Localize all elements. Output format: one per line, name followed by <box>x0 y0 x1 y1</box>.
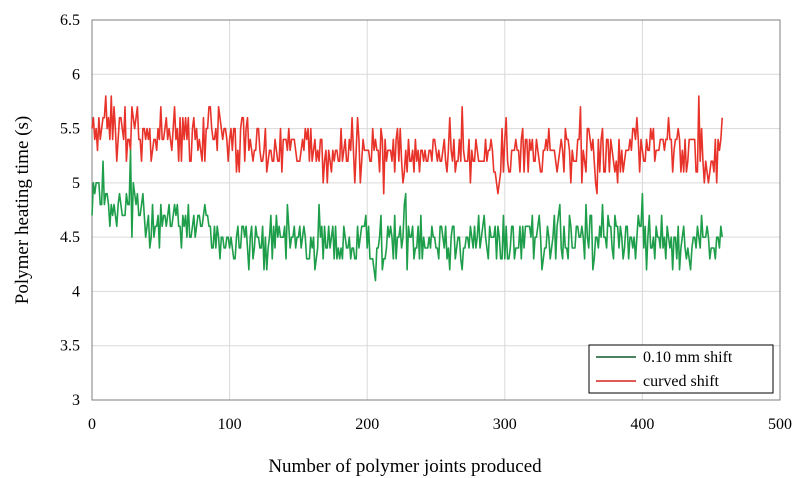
x-tick-label: 400 <box>630 416 654 433</box>
y-tick-label: 4.5 <box>60 229 80 246</box>
legend: 0.10 mm shift curved shift <box>588 344 774 394</box>
y-tick-label: 3.5 <box>60 338 80 355</box>
y-tick-label: 5.5 <box>60 121 80 138</box>
y-tick-labels: 3 3.5 4 4.5 5 5.5 6 6.5 <box>60 12 80 409</box>
x-axis-title: Number of polymer joints produced <box>268 456 542 477</box>
series-layer <box>91 95 724 282</box>
series-line-curved-shift <box>91 95 724 195</box>
x-tick-label: 500 <box>768 416 792 433</box>
y-tick-label: 3 <box>72 392 80 409</box>
y-tick-label: 4 <box>72 283 80 300</box>
legend-box <box>588 344 774 394</box>
y-tick-label: 6 <box>72 66 80 83</box>
y-tick-label: 5 <box>72 175 80 192</box>
plot-area-border <box>91 19 781 401</box>
x-tick-label: 200 <box>355 416 379 433</box>
series-line-0-10-mm-shift <box>91 149 724 282</box>
grid <box>92 20 780 400</box>
legend-label-curved-shift: curved shift <box>643 373 720 390</box>
legend-label-0-10-mm-shift: 0.10 mm shift <box>643 349 733 366</box>
y-axis-title: Polymer heating time (s) <box>12 116 33 304</box>
x-tick-label: 0 <box>88 416 96 433</box>
x-tick-labels: 0 100 200 300 400 500 <box>88 416 792 433</box>
x-tick-label: 100 <box>218 416 242 433</box>
x-tick-label: 300 <box>493 416 517 433</box>
y-tick-label: 6.5 <box>60 12 80 29</box>
